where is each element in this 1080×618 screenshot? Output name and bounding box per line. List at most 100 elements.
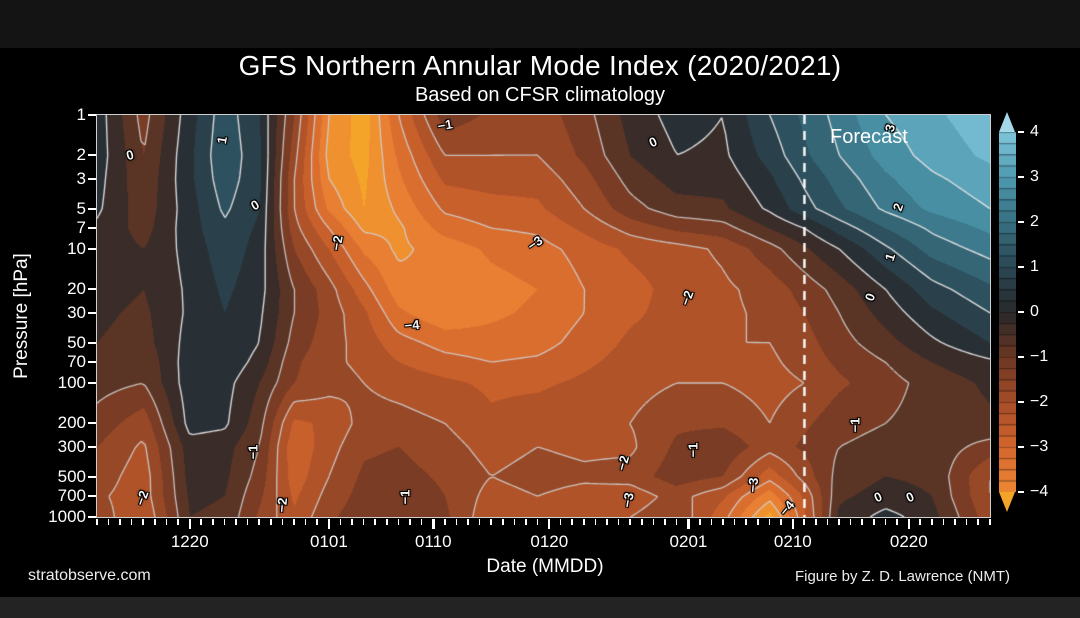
x-major-tick-mark (791, 519, 795, 529)
forecast-label: Forecast (830, 126, 908, 148)
x-minor-tick-mark (629, 519, 632, 525)
x-minor-tick-mark (954, 519, 956, 525)
colorbar-tick-label: −1 (1030, 348, 1049, 365)
x-minor-tick-mark (142, 519, 144, 525)
x-minor-tick-mark (675, 519, 678, 525)
x-tick-label: 0110 (415, 532, 452, 551)
colorbar-tick-mark (1018, 446, 1024, 448)
colorbar-tick-label: 0 (1030, 303, 1039, 320)
colorbar-tick-label: −2 (1030, 393, 1049, 410)
colorbar-arrow-bottom-icon (999, 492, 1015, 512)
x-tick-label: 0201 (669, 532, 708, 551)
x-minor-tick-mark (664, 519, 666, 525)
colorbar-tick-mark (1018, 266, 1024, 268)
x-minor-tick-mark (513, 519, 516, 525)
colorbar-tick-mark (1018, 491, 1024, 493)
x-major-tick-mark (687, 519, 690, 529)
x-major-tick-mark (907, 519, 910, 529)
x-minor-tick-mark (385, 519, 388, 525)
y-tick-mark (88, 311, 96, 314)
x-minor-tick-mark (919, 519, 921, 525)
y-tick-label: 1000 (48, 507, 86, 526)
colorbar-tick-mark (1018, 221, 1024, 223)
colorbar-tick-label: −3 (1030, 438, 1049, 455)
x-minor-tick-mark (258, 519, 260, 525)
x-minor-tick-mark (699, 519, 701, 525)
x-minor-tick-mark (896, 519, 898, 525)
y-tick-label: 700 (57, 486, 86, 506)
x-minor-tick-mark (652, 519, 655, 525)
y-tick-label: 200 (57, 413, 86, 433)
x-minor-tick-mark (838, 519, 840, 525)
window-chrome-bottom-bar (0, 597, 1080, 618)
x-minor-tick-mark (316, 519, 318, 525)
x-tick-label: 0101 (310, 532, 348, 551)
x-minor-tick-mark (455, 519, 458, 525)
x-minor-tick-mark (200, 519, 202, 525)
x-minor-tick-mark (293, 519, 295, 525)
x-minor-tick-mark (490, 519, 492, 525)
y-tick-mark (88, 516, 96, 518)
x-minor-tick-mark (965, 519, 968, 525)
x-tick-label: 0210 (773, 532, 812, 551)
y-tick-mark (88, 422, 96, 425)
x-minor-tick-mark (617, 519, 620, 525)
y-tick-label: 2 (76, 145, 86, 165)
contour-plot-canvas (97, 115, 990, 517)
x-minor-tick-mark (397, 519, 400, 525)
contour-plot-area: 0 1 0 −1 −2 −4 −3 0 −2 3 2 1 0 −2 −1 −2 −1 −2 −1 −3 −3 −4 −1 0 0… (96, 114, 991, 519)
y-tick-mark (88, 495, 96, 498)
chart-subtitle: Based on CFSR climatology (414, 84, 666, 106)
colorbar-tick-mark (1018, 356, 1024, 358)
x-minor-tick-mark (525, 519, 527, 525)
y-tick-label: 100 (57, 373, 86, 392)
x-minor-tick-mark (745, 519, 748, 525)
x-minor-tick-mark (733, 519, 736, 525)
x-minor-tick-mark (884, 519, 887, 525)
x-minor-tick-mark (989, 519, 991, 525)
x-minor-tick-mark (467, 519, 469, 525)
x-minor-tick-mark (571, 519, 574, 525)
y-tick-mark (88, 207, 96, 210)
x-minor-tick-mark (641, 519, 643, 525)
chart-title: GFS Northern Annular Mode Index (2020/20… (238, 50, 842, 81)
y-tick-mark (88, 475, 96, 478)
watermark-text: stratobserve.com (28, 567, 151, 584)
x-minor-tick-mark (443, 519, 446, 525)
y-tick-label: 10 (67, 239, 86, 258)
x-minor-tick-mark (351, 519, 353, 525)
colorbar-tick-mark (1018, 176, 1024, 178)
colorbar-tick-label: 1 (1030, 258, 1039, 275)
y-tick-label: 20 (67, 279, 86, 299)
credit-text: Figure by Z. D. Lawrence (NMT) (794, 568, 1010, 585)
x-axis-label: Date (MMDD) (486, 556, 604, 577)
colorbar-arrow-top-icon (999, 112, 1015, 132)
x-minor-tick-mark (594, 519, 597, 525)
x-minor-tick-mark (96, 519, 98, 525)
x-minor-tick-mark (211, 519, 214, 525)
x-minor-tick-mark (130, 519, 133, 525)
x-minor-tick-mark (803, 519, 806, 525)
x-minor-tick-mark (269, 519, 272, 525)
x-major-tick-mark (548, 519, 551, 529)
x-minor-tick-mark (768, 519, 771, 525)
colorbar-tick-mark (1018, 131, 1024, 133)
colorbar-tick-label: 4 (1030, 123, 1039, 140)
x-major-tick-mark (327, 519, 331, 529)
x-minor-tick-mark (246, 519, 249, 525)
x-minor-tick-mark (409, 519, 411, 525)
x-minor-tick-mark (304, 519, 307, 525)
x-minor-tick-mark (223, 519, 226, 525)
y-tick-label: 7 (76, 218, 86, 238)
x-minor-tick-mark (849, 519, 852, 525)
x-minor-tick-mark (942, 519, 945, 525)
x-minor-tick-mark (873, 519, 875, 525)
colorbar-tick-mark (1018, 311, 1024, 313)
x-minor-tick-mark (931, 519, 933, 525)
y-tick-label: 1 (76, 105, 86, 124)
x-tick-label: 0220 (889, 532, 928, 551)
y-tick-label: 500 (57, 466, 86, 486)
y-tick-mark (88, 361, 96, 364)
x-minor-tick-mark (177, 519, 179, 525)
y-tick-mark (88, 248, 96, 250)
